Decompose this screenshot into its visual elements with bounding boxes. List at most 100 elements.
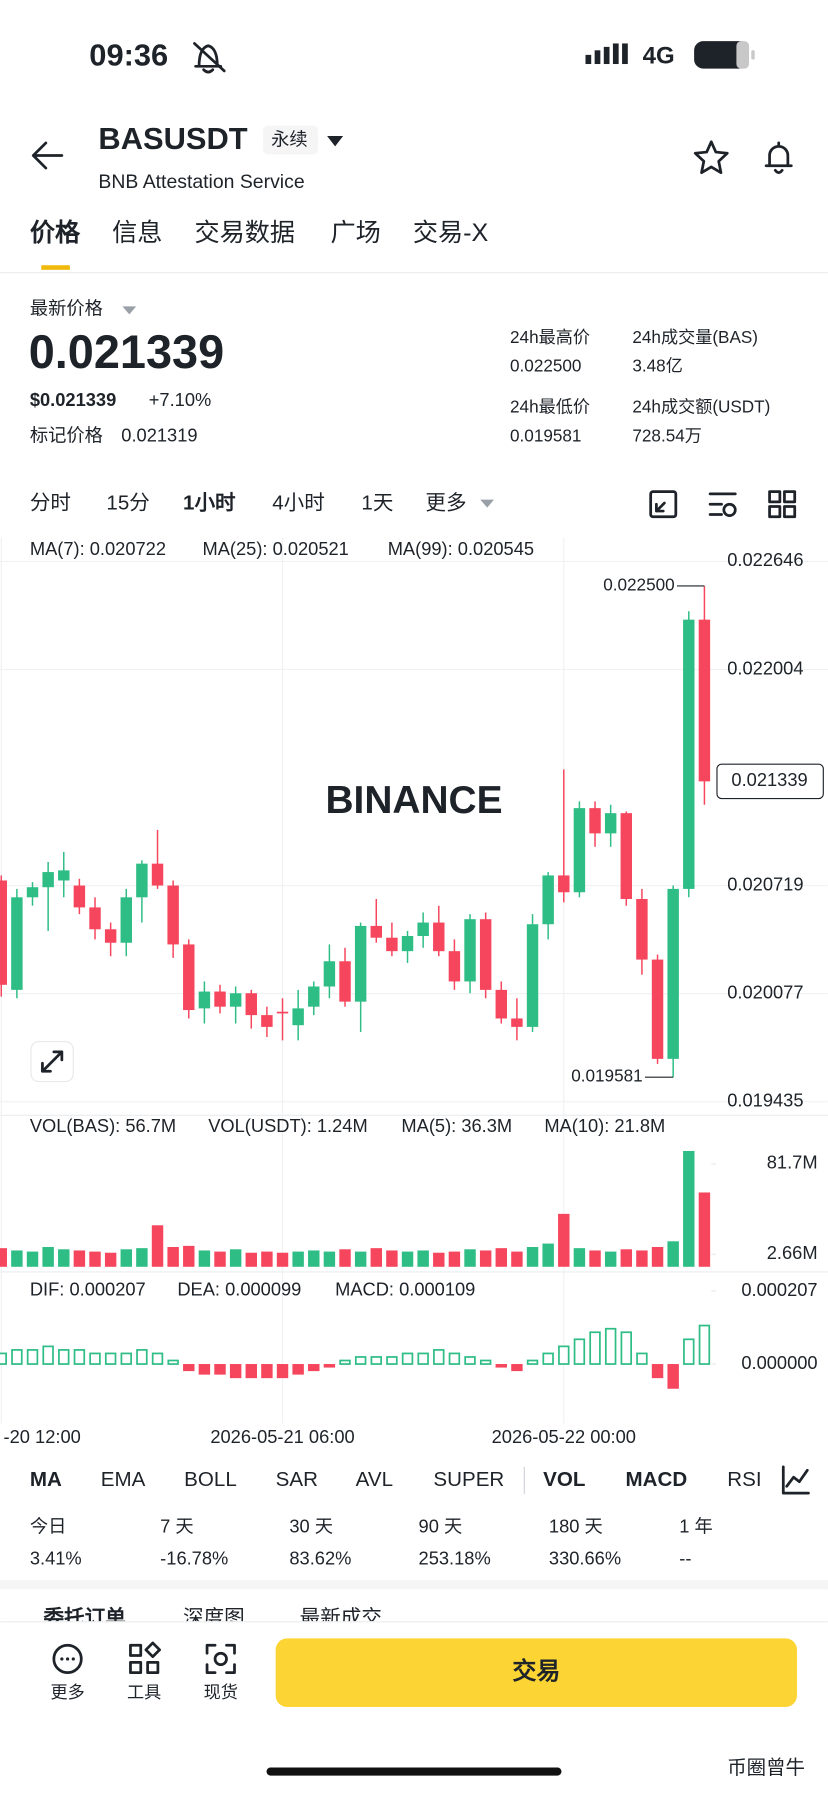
tab[interactable]: 信息 (112, 219, 162, 247)
candle-body (370, 925, 382, 938)
trade-button[interactable] (275, 1638, 798, 1707)
bar (42, 1247, 54, 1267)
watermark: 币圈曾牛 (727, 1757, 805, 1779)
trade-label[interactable]: 交易 (512, 1657, 560, 1685)
interval[interactable]: 15分 (106, 492, 149, 515)
bar (167, 1247, 179, 1267)
period-change: 83.62% (289, 1547, 351, 1568)
last-price-label: 0.021339 (731, 769, 807, 790)
favorite-button[interactable] (693, 140, 729, 175)
candle-body (167, 885, 179, 945)
interval[interactable]: 分时 (30, 492, 71, 515)
y-tick-label: 0.020719 (727, 874, 803, 895)
last-price: 0.021339 (29, 326, 224, 378)
back-button[interactable] (31, 141, 64, 170)
indicator[interactable]: EMA (101, 1468, 146, 1491)
candle-body (245, 993, 257, 1016)
expand-button[interactable] (30, 1040, 74, 1083)
bar (589, 1250, 601, 1267)
bar (136, 1349, 148, 1365)
candle-body (636, 898, 648, 960)
candle-body (698, 619, 711, 782)
dropdown[interactable] (122, 306, 137, 315)
indicator[interactable]: SAR (276, 1468, 318, 1491)
interval[interactable]: 1小时 (183, 492, 236, 515)
candle-body (464, 919, 476, 982)
candle-body (276, 1011, 289, 1014)
stat-label: 24h最高价 (510, 327, 590, 347)
candle-body (73, 885, 86, 908)
stat-label: 24h成交量(BAS) (632, 327, 758, 347)
candle-body (308, 986, 320, 1007)
bar (511, 1364, 523, 1372)
period-label: 30 天 (289, 1515, 333, 1536)
candle-body (495, 989, 508, 1019)
divider (0, 1621, 828, 1623)
bar (58, 1349, 70, 1365)
x-tick-label: 2026-05-21 06:00 (210, 1426, 354, 1447)
price-change: +7.10% (149, 389, 212, 410)
indicator[interactable]: SUPER (433, 1468, 504, 1491)
tab[interactable]: 广场 (331, 219, 381, 247)
alert-button[interactable] (764, 141, 793, 174)
candle-body (620, 813, 633, 899)
legend-item: DEA: 0.000099 (177, 1279, 301, 1300)
candle-body (479, 919, 492, 990)
indicator-settings[interactable] (781, 1465, 810, 1495)
indicator[interactable]: BOLL (184, 1468, 237, 1491)
candle-body (589, 808, 601, 834)
candle-body (58, 870, 70, 881)
bar (433, 1252, 445, 1267)
candle-body (667, 888, 679, 1059)
y-tick-label: 0.022646 (727, 549, 803, 570)
high-marker: 0.022500 (603, 575, 674, 595)
interval[interactable]: 1天 (361, 492, 393, 515)
indicator[interactable]: MA (30, 1468, 62, 1491)
status-icons (193, 41, 755, 74)
period-change: -16.78% (160, 1547, 228, 1568)
bar (339, 1359, 351, 1365)
bar (636, 1250, 648, 1267)
indicator[interactable]: RSI (727, 1468, 761, 1491)
nav-label[interactable]: 更多 (50, 1682, 84, 1702)
bar (651, 1364, 664, 1379)
stat-value: 3.48亿 (632, 356, 682, 376)
period-change: 253.18% (419, 1547, 491, 1568)
bar (89, 1251, 101, 1267)
nav-label[interactable]: 现货 (204, 1682, 238, 1702)
bar (401, 1251, 414, 1267)
dropdown[interactable] (327, 136, 344, 147)
bar (683, 1338, 695, 1365)
chart-tools[interactable] (649, 490, 797, 519)
candle-body (433, 922, 445, 952)
tab[interactable]: 价格 (30, 218, 81, 247)
nav-label[interactable]: 工具 (127, 1682, 161, 1702)
candle-body (151, 863, 164, 886)
x-tick-label: -20 12:00 (4, 1426, 81, 1447)
candle-body (511, 1018, 523, 1027)
indicator[interactable]: VOL (543, 1468, 585, 1491)
period-label: 1 年 (679, 1515, 713, 1536)
dropdown[interactable] (480, 499, 495, 508)
legend-item: MA(99): 0.020545 (388, 538, 534, 559)
bar (698, 1324, 711, 1365)
bar (0, 1352, 7, 1365)
period-label: 今日 (30, 1515, 67, 1536)
candle-body (339, 961, 351, 1002)
candle-body (104, 929, 117, 943)
low-marker: 0.019581 (571, 1066, 642, 1086)
interval[interactable]: 4小时 (272, 492, 325, 515)
pane-divider (0, 1271, 828, 1273)
bar (323, 1364, 336, 1368)
tab[interactable]: 交易-X (413, 219, 489, 247)
period-label: 7 天 (160, 1515, 194, 1536)
asset-name: BNB Attestation Service (98, 171, 304, 193)
indicator[interactable]: MACD (626, 1468, 688, 1491)
bar (183, 1245, 195, 1267)
indicator[interactable]: AVL (356, 1468, 393, 1491)
interval[interactable]: 更多 (425, 492, 466, 515)
nav-icons[interactable] (52, 1641, 236, 1675)
candle-body (229, 993, 242, 1007)
tab[interactable]: 交易数据 (194, 219, 295, 247)
y-tick-label: 0.022004 (727, 657, 803, 678)
